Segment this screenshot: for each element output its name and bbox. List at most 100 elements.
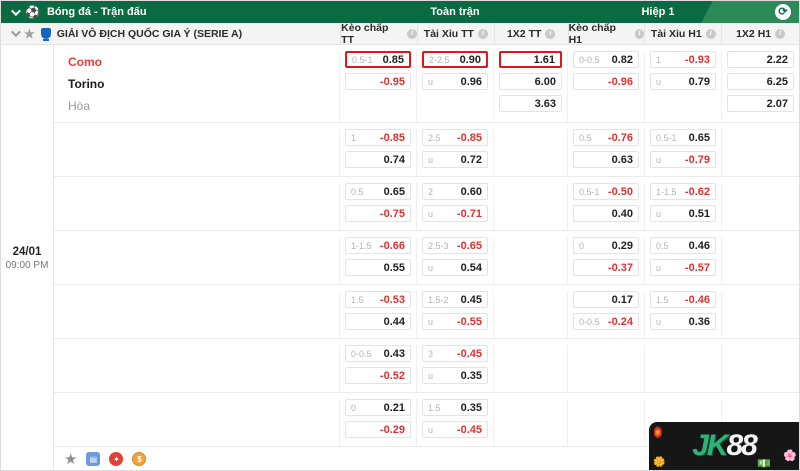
- odds-cell[interactable]: u 0.54: [422, 259, 488, 276]
- team-column: [54, 345, 339, 392]
- odds-value: -0.55: [456, 315, 482, 328]
- odds-cell[interactable]: 1.5 0.35: [422, 399, 488, 416]
- odds-cell[interactable]: 0.63: [573, 151, 639, 168]
- odds-cell[interactable]: 0.5 -0.76: [573, 129, 639, 146]
- odds-cell[interactable]: 2.22: [727, 51, 794, 68]
- sport-section[interactable]: ⚽ Bóng đá - Trận đấu: [1, 5, 341, 18]
- odds-column: 0.5 -0.76 0.63: [567, 129, 644, 176]
- odds-table: 24/01 09:00 PM Como Torino Hòa 0.5-1 0.85 -0.…: [1, 45, 799, 470]
- refresh-icon[interactable]: ⟳: [775, 4, 791, 20]
- odds-value: 0.45: [460, 293, 482, 306]
- fire-icon[interactable]: ✦: [109, 452, 124, 466]
- odds-column: [493, 291, 567, 338]
- odds-cell[interactable]: 0.55: [345, 259, 411, 276]
- odds-cell[interactable]: 0.40: [573, 205, 639, 222]
- sport-title: Bóng đá - Trận đấu: [46, 6, 147, 18]
- odds-line-label: 0.5-1: [656, 132, 677, 143]
- column-label: Kèo chấp TT: [341, 21, 389, 46]
- odds-cell[interactable]: -0.96: [573, 73, 639, 90]
- odds-cell[interactable]: u -0.71: [422, 205, 488, 222]
- odds-line-label: 1.5: [428, 402, 441, 413]
- league-row[interactable]: ★ GIẢI VÔ ĐỊCH QUỐC GIA Ý (SERIE A): [1, 26, 340, 41]
- money-icon: 💵: [757, 458, 771, 470]
- odds-cell[interactable]: -0.95: [345, 73, 411, 90]
- odds-cell[interactable]: 2 0.60: [422, 183, 488, 200]
- info-icon[interactable]: i: [407, 28, 417, 39]
- info-icon[interactable]: i: [634, 28, 645, 39]
- odds-cell[interactable]: 3.63: [499, 95, 562, 112]
- odds-cell[interactable]: -0.37: [573, 259, 639, 276]
- odds-cell[interactable]: u 0.79: [650, 73, 716, 90]
- odds-cell[interactable]: 1-1.5 -0.62: [650, 183, 716, 200]
- odds-cell[interactable]: 0.5-1 -0.50: [573, 183, 639, 200]
- odds-column: [721, 291, 799, 338]
- odds-line-label: 1: [656, 54, 662, 65]
- info-icon[interactable]: i: [705, 28, 716, 39]
- odds-line-label: 2.5-3: [428, 240, 449, 251]
- favorite-star-icon[interactable]: ★: [24, 26, 35, 41]
- odds-cell[interactable]: u 0.36: [650, 313, 716, 330]
- odds-cell[interactable]: u 0.35: [422, 367, 488, 384]
- stats-icon[interactable]: ▤: [86, 452, 101, 466]
- odds-cell[interactable]: -0.75: [345, 205, 411, 222]
- odds-line-label: u: [428, 370, 434, 381]
- info-icon[interactable]: i: [477, 28, 488, 39]
- odds-cell[interactable]: 0-0.5 0.43: [345, 345, 411, 362]
- odds-column: 2.5 -0.85 u 0.72: [416, 129, 493, 176]
- odds-value: -0.52: [379, 369, 405, 382]
- match-datetime: 24/01 09:00 PM: [1, 45, 54, 470]
- odds-cell[interactable]: 0.5 0.46: [650, 237, 716, 254]
- odds-cell[interactable]: 2.5 -0.85: [422, 129, 488, 146]
- odds-value: 0.72: [460, 153, 482, 166]
- odds-value: 0.90: [459, 53, 481, 66]
- odds-value: -0.37: [607, 261, 633, 274]
- odds-cell[interactable]: u -0.57: [650, 259, 716, 276]
- odds-cell[interactable]: 1.61: [499, 51, 562, 68]
- odds-cell[interactable]: 1.5-2 0.45: [422, 291, 488, 308]
- odds-cell[interactable]: 2.5-3 -0.65: [422, 237, 488, 254]
- odds-cell[interactable]: 3 -0.45: [422, 345, 488, 362]
- odds-cell[interactable]: 0 0.29: [573, 237, 639, 254]
- chevron-down-icon[interactable]: [10, 5, 21, 16]
- odds-line-label: 1.5: [656, 294, 669, 305]
- odds-cell[interactable]: 2.07: [727, 95, 794, 112]
- odds-cell[interactable]: -0.29: [345, 421, 411, 438]
- odds-cell[interactable]: u 0.96: [422, 73, 488, 90]
- coin-icon[interactable]: $: [132, 452, 147, 466]
- odds-line-label: 0.5: [656, 240, 669, 251]
- odds-cell[interactable]: u 0.51: [650, 205, 716, 222]
- odds-cell[interactable]: -0.52: [345, 367, 411, 384]
- odds-cell[interactable]: 0.5-1 0.65: [650, 129, 716, 146]
- info-icon[interactable]: i: [775, 28, 786, 39]
- odds-column: 1.61 6.00 3.63: [493, 51, 567, 122]
- odds-cell[interactable]: 0 0.21: [345, 399, 411, 416]
- odds-cell[interactable]: 6.00: [499, 73, 562, 90]
- odds-cell[interactable]: u -0.55: [422, 313, 488, 330]
- odds-column: [721, 129, 799, 176]
- info-icon[interactable]: i: [545, 28, 556, 39]
- chevron-down-icon[interactable]: [10, 27, 21, 38]
- column-label: Kèo chấp H1: [568, 21, 616, 46]
- odds-cell[interactable]: 1-1.5 -0.66: [345, 237, 411, 254]
- odds-cell[interactable]: 0.74: [345, 151, 411, 168]
- odds-cell[interactable]: u -0.79: [650, 151, 716, 168]
- odds-cell[interactable]: 0.17: [573, 291, 639, 308]
- odds-cell[interactable]: 0-0.5 0.82: [573, 51, 639, 68]
- odds-cell[interactable]: 1 -0.85: [345, 129, 411, 146]
- odds-line-label: 2-2.5: [429, 54, 450, 65]
- column-label: Tài Xỉu TT: [423, 27, 474, 40]
- odds-cell[interactable]: 6.25: [727, 73, 794, 90]
- odds-cell[interactable]: 1 -0.93: [650, 51, 716, 68]
- odds-cell[interactable]: 2-2.5 0.90: [422, 51, 488, 68]
- odds-cell[interactable]: u 0.72: [422, 151, 488, 168]
- logo-text-right: 88: [726, 429, 757, 462]
- odds-cell[interactable]: 0.44: [345, 313, 411, 330]
- odds-cell[interactable]: 1.5 -0.46: [650, 291, 716, 308]
- odds-cell[interactable]: 0.5 0.65: [345, 183, 411, 200]
- odds-cell[interactable]: 1.5 -0.53: [345, 291, 411, 308]
- odds-cell[interactable]: u -0.45: [422, 421, 488, 438]
- odds-column: 0.5 0.46 u -0.57: [644, 237, 721, 284]
- favorite-star-icon[interactable]: ★: [64, 451, 78, 468]
- odds-cell[interactable]: 0.5-1 0.85: [345, 51, 411, 68]
- odds-cell[interactable]: 0-0.5 -0.24: [573, 313, 639, 330]
